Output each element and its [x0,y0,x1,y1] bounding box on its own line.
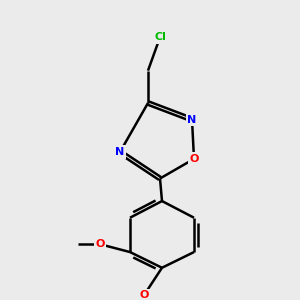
Text: Cl: Cl [154,32,166,42]
Text: N: N [188,115,196,125]
Text: N: N [116,147,124,157]
Text: O: O [95,239,105,249]
Text: O: O [139,290,149,300]
Text: O: O [189,154,199,164]
